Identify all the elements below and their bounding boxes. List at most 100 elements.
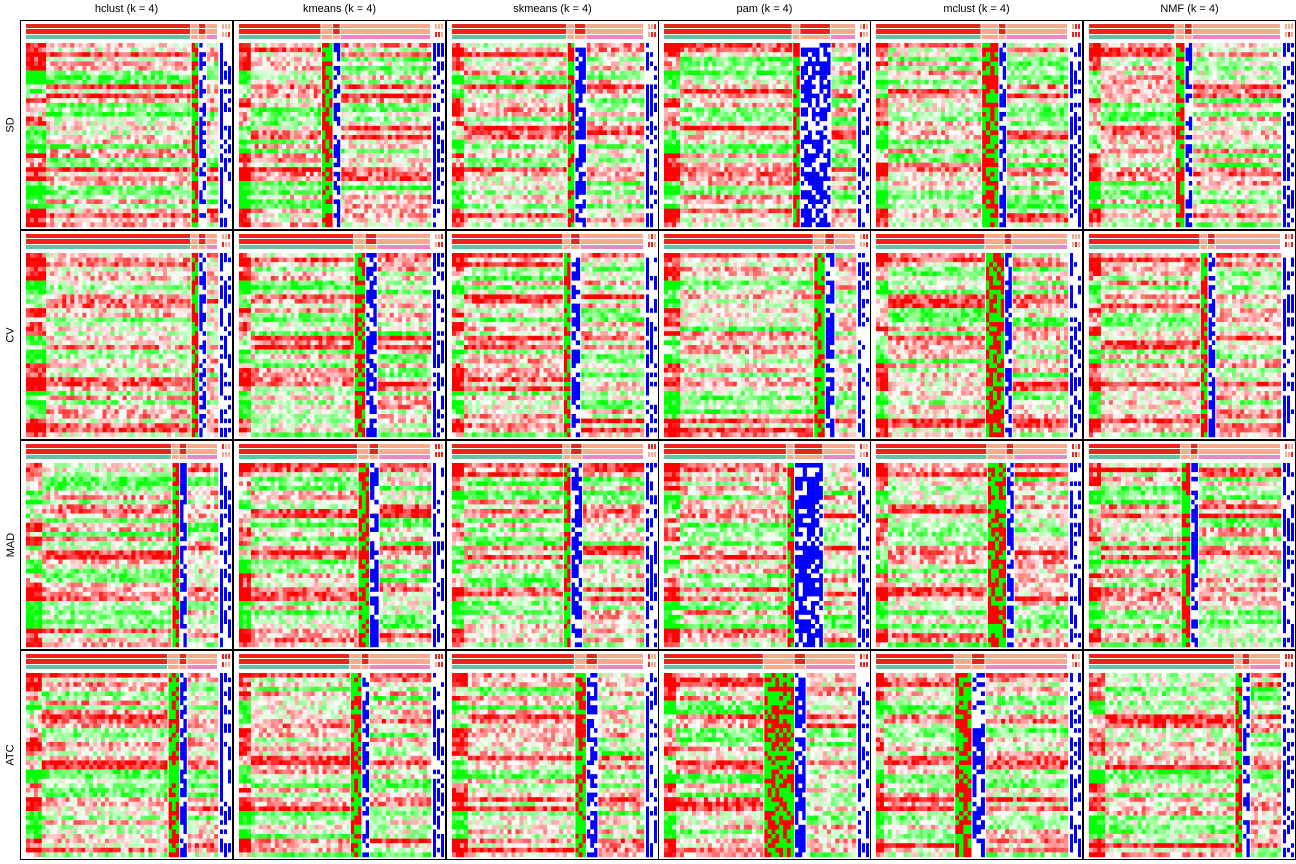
heatmap-cell — [114, 93, 119, 99]
heatmap-cell — [210, 43, 215, 48]
heatmap-cell — [555, 56, 560, 62]
heatmap-cell — [239, 47, 244, 53]
heatmap-cell — [42, 153, 47, 159]
heatmap-cell — [154, 153, 160, 159]
heatmap-cell — [491, 139, 496, 145]
heatmap-cell — [487, 98, 492, 103]
heatmap-cell — [305, 185, 310, 191]
heatmap-cell — [309, 217, 314, 223]
heatmap-cell — [467, 162, 473, 168]
heatmap-cell — [46, 56, 51, 62]
heatmap-cell — [348, 116, 353, 122]
heatmap-cell — [42, 222, 47, 228]
heatmap-cell — [364, 47, 369, 53]
heatmap-cell — [387, 79, 392, 85]
class-strip-cell — [437, 185, 440, 191]
heatmap-cell — [459, 116, 465, 122]
heatmap-cell — [250, 153, 255, 159]
heatmap-cell — [274, 167, 279, 172]
heatmap-cell — [407, 52, 412, 57]
heatmap-cell — [403, 79, 408, 85]
heatmap-cell — [499, 148, 504, 154]
heatmap-cell — [519, 112, 524, 117]
heatmap-cell — [563, 130, 568, 136]
heatmap-cell — [191, 190, 196, 195]
heatmap-cell — [70, 56, 75, 62]
heatmap-cell — [352, 52, 357, 57]
heatmap-cell — [290, 70, 295, 76]
heatmap-cell — [194, 112, 199, 117]
heatmap-cell — [154, 116, 160, 122]
heatmap-cell — [452, 121, 457, 126]
heatmap-cell — [134, 153, 139, 159]
heatmap-cell — [34, 135, 39, 140]
heatmap-cell — [313, 213, 318, 218]
heatmap-cell — [102, 153, 107, 159]
heatmap-cell — [427, 194, 432, 200]
heatmap-cell — [106, 185, 111, 191]
heatmap-cell — [262, 98, 267, 103]
heatmap-cell — [126, 98, 131, 103]
heatmap-cell — [459, 84, 465, 90]
heatmap-cell — [427, 43, 432, 48]
heatmap-cell — [90, 102, 95, 108]
heatmap-cell — [138, 194, 143, 200]
heatmap-cell — [364, 121, 369, 126]
annotation-segment — [206, 29, 217, 34]
heatmap-cell — [46, 52, 51, 57]
heatmap-cell — [286, 93, 291, 99]
heatmap-cell — [360, 121, 365, 126]
heatmap-cell — [34, 89, 39, 94]
heatmap-cell — [170, 116, 176, 122]
heatmap-cell — [239, 107, 244, 113]
annotation-tick — [225, 24, 227, 29]
heatmap-cell — [86, 125, 91, 131]
heatmap-cell — [340, 139, 345, 145]
heatmap-cell — [483, 75, 488, 80]
heatmap-cell — [364, 144, 369, 149]
heatmap-cell — [368, 102, 373, 108]
heatmap-cell — [535, 56, 540, 62]
heatmap-cell — [142, 79, 148, 85]
heatmap-cell — [266, 47, 271, 53]
class-strip-cell — [224, 43, 227, 48]
heatmap-cell — [150, 121, 156, 126]
annotation-segment — [567, 29, 574, 34]
heatmap-cell — [348, 208, 353, 214]
heatmap-cell — [321, 204, 326, 209]
heatmap-cell — [551, 84, 556, 90]
heatmap-cell — [455, 112, 461, 117]
heatmap-cell — [356, 153, 361, 159]
heatmap-cell — [242, 217, 248, 223]
heatmap-cell — [559, 139, 564, 145]
heatmap-cell — [166, 125, 172, 131]
heatmap-cell — [146, 204, 152, 209]
heatmap-cell — [78, 52, 83, 57]
heatmap-cell — [250, 194, 255, 200]
heatmap-cell — [206, 102, 211, 108]
heatmap-cell — [270, 194, 275, 200]
class-strip-cell — [228, 84, 231, 90]
heatmap-cell — [531, 135, 536, 140]
heatmap-cell — [523, 70, 528, 76]
heatmap-cell — [62, 107, 67, 113]
heatmap-cell — [90, 98, 95, 103]
heatmap-cell — [491, 148, 496, 154]
heatmap-cell — [162, 181, 168, 186]
heatmap-cell — [415, 181, 420, 186]
heatmap-cell — [114, 116, 119, 122]
heatmap-cell — [66, 144, 71, 149]
heatmap-cell — [503, 107, 508, 113]
class-strip-cell — [228, 139, 231, 145]
heatmap-cell — [98, 185, 103, 191]
heatmap-cell — [210, 135, 215, 140]
heatmap-cell — [479, 139, 484, 145]
heatmap-cell — [183, 79, 188, 85]
heatmap-cell — [507, 98, 512, 103]
heatmap-cell — [118, 176, 123, 182]
heatmap-cell — [278, 47, 283, 53]
heatmap-cell — [559, 47, 564, 53]
heatmap-cell — [106, 181, 111, 186]
heatmap-cell — [110, 116, 115, 122]
heatmap-cell — [475, 52, 480, 57]
